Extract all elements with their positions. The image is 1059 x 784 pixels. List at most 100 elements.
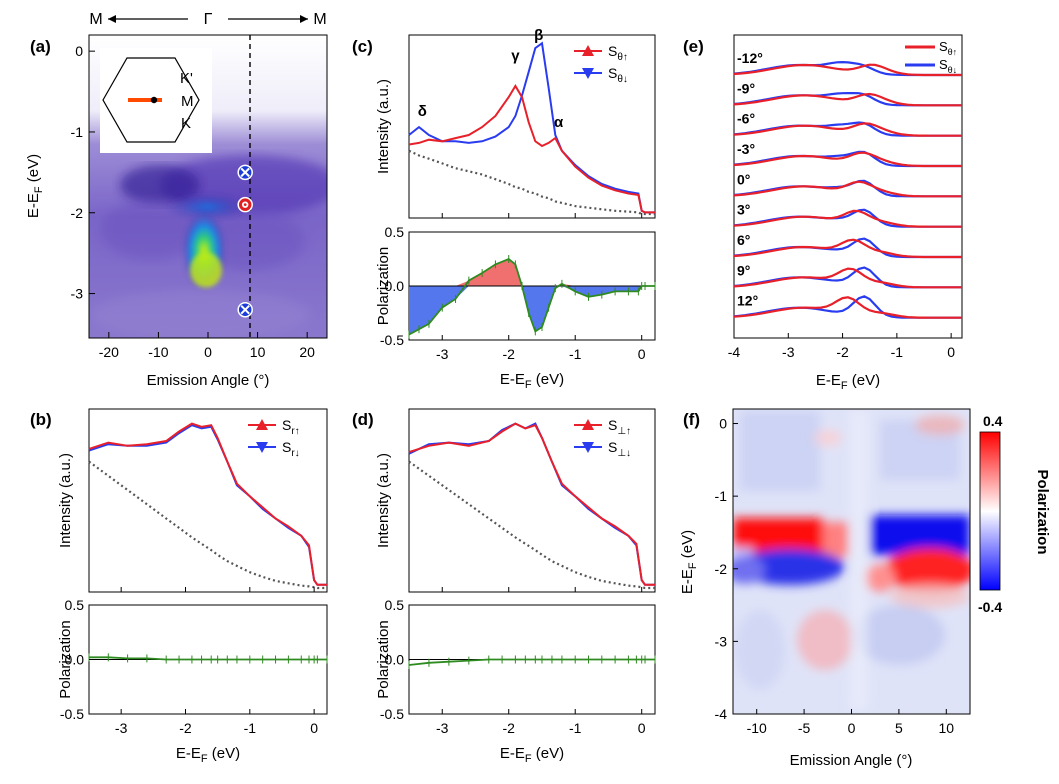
f-ytick-label: 0	[719, 416, 727, 432]
panel-label-a: (a)	[30, 37, 51, 56]
spin-up-spectrum	[408, 422, 655, 586]
xtick-label: 0	[310, 720, 318, 736]
angle-curve-spin-up	[733, 122, 962, 137]
xtick-label: -2	[503, 720, 516, 736]
e-xtick-label: -3	[782, 344, 795, 360]
panel-f-ylabel: E-EF (eV)	[679, 530, 699, 594]
angle-label: 12°	[737, 293, 758, 309]
f-ytick-label: -4	[715, 706, 728, 722]
intensity-frame	[88, 408, 328, 593]
spin-down-cross	[240, 305, 250, 315]
spin-up-spectrum	[408, 84, 655, 214]
f-xtick-label: 10	[939, 720, 955, 736]
e-xtick-label: 0	[947, 344, 955, 360]
angle-curve-spin-up	[733, 63, 962, 77]
peak-label: α	[554, 114, 564, 131]
bz-label-kprime: K'	[180, 70, 193, 87]
panel-a-ylabel: E-EF (eV)	[25, 154, 45, 218]
arpes-map-panel: K' M K -20 -10 0 10 20 0 -1 -2 -3 Emission Angle…	[25, 34, 328, 389]
xtick-label: -1	[569, 720, 582, 736]
pol-ytick-label: 0.0	[385, 278, 405, 294]
colorbar-label: Polarization	[1034, 469, 1051, 554]
brillouin-zone-inset: K' M K	[100, 48, 212, 153]
angle-curve-spin-up	[733, 92, 962, 107]
pol-ytick-label: 0.0	[385, 652, 405, 668]
angle-label: -12°	[737, 50, 763, 66]
xtick-label: -2	[179, 720, 192, 736]
a-ytick-label: 0	[75, 43, 83, 59]
spectrum-panel-d: -3 -2 -1 0 0.5 0.0 -0.5 E-EF (eV) Intensity (a.u…	[375, 408, 656, 765]
xlabel: E-EF (eV)	[176, 745, 240, 765]
e-xtick-label: -2	[836, 344, 849, 360]
angle-label: 9°	[737, 262, 750, 278]
polarization-curve	[408, 257, 655, 336]
angle-curve-spin-up	[733, 296, 962, 319]
panel-label-e: (e)	[683, 37, 704, 56]
peak-label: δ	[418, 103, 427, 120]
a-ytick-label: -3	[71, 286, 84, 302]
f-xtick-label: 0	[848, 720, 856, 736]
spin-down-spectrum	[408, 41, 655, 214]
f-ytick-label: -1	[715, 488, 728, 504]
polarization-ylabel: Polarization	[375, 620, 392, 698]
e-xtick-label: -1	[891, 344, 904, 360]
xtick-label: -3	[115, 720, 128, 736]
xtick-label: -3	[436, 720, 449, 736]
bz-label-m: M	[181, 93, 194, 110]
angle-curve-spin-up	[733, 180, 962, 198]
xtick-label: 0	[638, 346, 646, 362]
angle-curve-spin-down	[733, 179, 962, 198]
intensity-frame	[408, 408, 656, 593]
a-xtick-label: -10	[148, 344, 168, 360]
angle-label: 6°	[737, 232, 750, 248]
intensity-ylabel: Intensity (a.u.)	[375, 79, 392, 174]
panel-label-d: (d)	[352, 410, 374, 429]
xlabel: E-EF (eV)	[500, 745, 564, 765]
spectrum-panel-c: -3 -2 -1 0 0.5 0.0 -0.5 E-EF (eV) Intensity (a.u…	[375, 27, 656, 391]
legend-e-down: Sθ↓	[939, 57, 957, 75]
panel-f-xlabel: Emission Angle (°)	[790, 752, 913, 769]
f-xtick-label: -10	[747, 720, 767, 736]
pol-ytick-label: 0.5	[385, 224, 405, 240]
peak-label: γ	[511, 48, 520, 65]
a-xtick-label: -20	[99, 344, 119, 360]
spin-down-cross	[240, 167, 250, 178]
pol-ytick-label: -0.5	[380, 706, 404, 722]
legend-up-label: S⊥↑	[608, 417, 631, 437]
a-ytick-label: -2	[71, 205, 84, 221]
xtick-label: -2	[503, 346, 516, 362]
background-curve	[408, 149, 655, 216]
angle-curve-spin-up	[733, 238, 962, 259]
angle-label: -6°	[737, 111, 755, 127]
direction-header: M Γ M	[89, 11, 326, 28]
pol-ytick-label: -0.5	[60, 706, 84, 722]
negative-polarization-fill	[409, 286, 655, 335]
f-ytick-label: -2	[715, 561, 728, 577]
legend-down-label: Sr↓	[282, 439, 300, 459]
f-xtick-label: -5	[798, 720, 811, 736]
background-curve	[408, 460, 655, 590]
polarization-ylabel: Polarization	[57, 620, 74, 698]
colorbar-max: 0.4	[983, 413, 1003, 429]
colorbar-min: -0.4	[978, 599, 1002, 615]
spin-up-core	[243, 203, 247, 207]
peak-label: β	[534, 27, 543, 44]
panel-a-xlabel: Emission Angle (°)	[147, 372, 270, 389]
bz-label-k: K	[181, 115, 191, 132]
header-M-left: M	[89, 11, 102, 28]
xtick-label: -3	[436, 346, 449, 362]
positive-polarization-fill	[409, 259, 655, 286]
a-xtick-label: 0	[204, 344, 212, 360]
panel-label-c: (c)	[352, 37, 373, 56]
legend-down-label: S⊥↓	[608, 439, 631, 459]
panel-label-b: (b)	[30, 410, 52, 429]
panel-e-legend: Sθ↑ Sθ↓	[905, 39, 957, 75]
header-Gamma: Γ	[204, 11, 213, 28]
angle-label: -9°	[737, 80, 755, 96]
panel-label-f: (f)	[683, 410, 700, 429]
legend-down-label: Sθ↓	[608, 65, 628, 85]
angle-curve-spin-up	[733, 151, 962, 168]
pol-ytick-label: 0.5	[65, 597, 85, 613]
polarization-map-panel: -10 -5 0 5 10 0 -1 -2 -3 -4 Emission Angle (°) E-…	[679, 408, 1051, 769]
